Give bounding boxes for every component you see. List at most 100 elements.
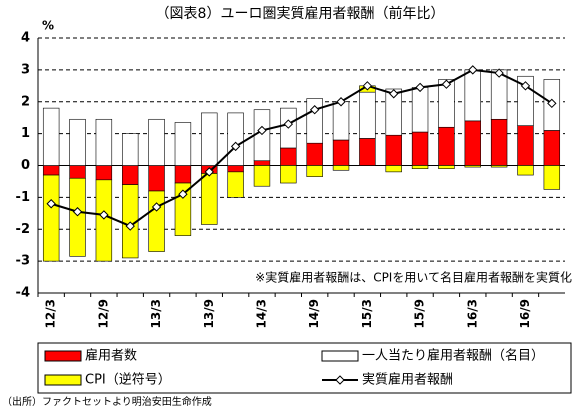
x-tick-label: 16/3 — [465, 299, 479, 328]
y-tick-label: -3 — [16, 254, 30, 269]
legend-label: 一人当たり雇用者報酬（名目） — [362, 348, 544, 364]
bar — [148, 165, 165, 192]
marker — [230, 141, 241, 152]
legend-label: CPI（逆符号） — [85, 372, 171, 388]
x-tick-label: 15/3 — [360, 299, 374, 328]
marker — [362, 81, 373, 91]
bar — [201, 112, 218, 166]
marker — [547, 98, 557, 109]
x-tick-label: 13/9 — [202, 299, 216, 328]
marker — [520, 81, 531, 91]
bar — [69, 177, 86, 257]
chart-title: （図表8）ユーロ圏実質雇用者報酬（前年比） — [156, 5, 445, 22]
bar — [280, 165, 297, 184]
marker — [309, 105, 320, 115]
legend-label: 実質雇用者報酬 — [362, 372, 453, 388]
bar — [438, 79, 455, 128]
bar — [385, 88, 402, 136]
marker — [283, 119, 294, 129]
bar — [42, 165, 60, 176]
x-tick-label: 12/9 — [96, 299, 110, 328]
bar — [69, 118, 86, 166]
y-tick-label: -2 — [16, 222, 30, 237]
bar — [122, 165, 139, 185]
bar — [543, 130, 561, 166]
bar — [280, 147, 297, 166]
bar — [490, 165, 508, 168]
bar — [42, 174, 60, 262]
legend-marker — [335, 375, 345, 385]
bar — [517, 165, 534, 176]
bar — [174, 122, 192, 166]
bar — [95, 179, 113, 262]
bar — [464, 120, 481, 166]
bar — [438, 126, 455, 166]
bar — [411, 87, 429, 133]
bar — [359, 138, 376, 166]
bar — [227, 112, 244, 166]
x-tick-label: 13/3 — [149, 299, 163, 328]
bar — [332, 139, 350, 166]
marker — [494, 68, 504, 78]
bar — [201, 173, 218, 225]
y-tick-label: 2 — [21, 94, 30, 109]
legend-box — [37, 342, 572, 394]
y-tick-label: 4 — [21, 31, 30, 46]
marker — [151, 202, 162, 212]
annotation: ※実質雇用者報酬は、CPIを用いて名目雇用者報酬を実質化 — [255, 270, 572, 285]
bar — [332, 165, 350, 171]
x-tick-label: 16/9 — [518, 299, 532, 328]
x-tick-label: 14/9 — [307, 299, 321, 328]
legend-swatch — [44, 350, 82, 362]
bar — [148, 118, 165, 166]
bar — [543, 165, 561, 190]
marker — [441, 79, 452, 89]
bar — [95, 165, 113, 181]
marker — [415, 82, 425, 93]
bar — [148, 190, 165, 252]
x-tick-label: 15/9 — [413, 299, 427, 328]
marker — [125, 221, 135, 231]
marker — [389, 89, 399, 99]
marker — [204, 167, 214, 177]
bar — [464, 165, 481, 168]
legend-swatch — [44, 374, 82, 386]
line — [50, 68, 553, 228]
legend-swatch — [321, 350, 359, 362]
bar — [253, 109, 271, 162]
bar — [490, 118, 508, 166]
y-tick-label: -1 — [16, 190, 30, 205]
y-tick-label: 3 — [21, 62, 30, 77]
bar — [227, 171, 244, 198]
bar — [306, 142, 323, 166]
bar — [253, 160, 271, 166]
marker — [257, 125, 267, 136]
bar — [438, 165, 455, 169]
bar — [227, 165, 244, 173]
bar — [174, 165, 192, 184]
bar — [464, 69, 481, 122]
bar — [385, 165, 402, 173]
marker — [178, 189, 188, 199]
x-tick-label: 12/3 — [44, 299, 58, 328]
marker — [72, 207, 83, 217]
bar — [306, 165, 323, 177]
bar — [411, 165, 429, 169]
source: （出所）ファクトセットより明治安田生命作成 — [2, 395, 212, 408]
marker — [336, 97, 346, 107]
bar — [385, 134, 402, 166]
y-tick-label: 0 — [21, 158, 30, 173]
marker — [46, 199, 56, 209]
bar — [332, 101, 350, 141]
marker — [99, 210, 109, 220]
bar — [411, 131, 429, 166]
bar — [69, 165, 86, 179]
bar — [359, 91, 376, 139]
y-tick-label: 1 — [21, 126, 30, 141]
y-tick-label: -4 — [16, 286, 30, 301]
bar — [42, 107, 60, 166]
x-tick-label: 14/3 — [254, 299, 268, 328]
bar — [122, 133, 139, 166]
bar — [517, 125, 534, 166]
